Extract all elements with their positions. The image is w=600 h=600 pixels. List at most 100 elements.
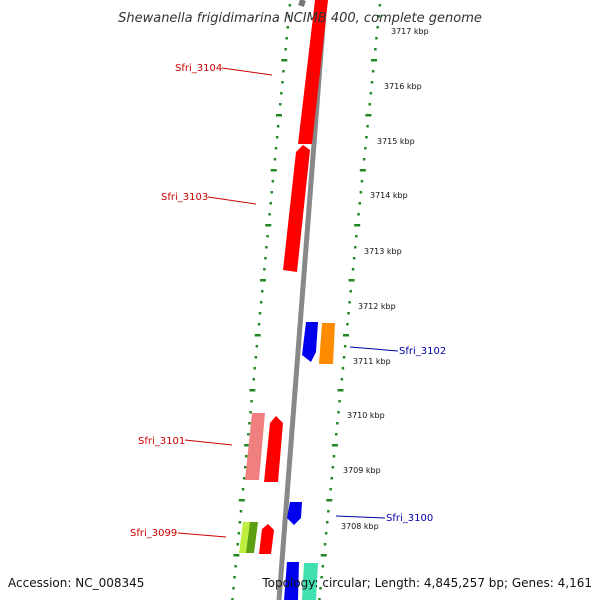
gene-label-sfri-3104[interactable]: Sfri_3104 bbox=[175, 63, 222, 74]
tick-mark bbox=[286, 26, 289, 29]
tick-mark bbox=[343, 334, 349, 337]
tick-mark bbox=[258, 312, 262, 315]
gene-sfri-3099[interactable] bbox=[259, 524, 274, 554]
gene-bottom-blue[interactable] bbox=[284, 562, 299, 600]
leader-sfri-3100 bbox=[335, 515, 386, 519]
tick-mark bbox=[276, 114, 282, 117]
leader-sfri-3104 bbox=[221, 67, 273, 76]
tick-mark bbox=[261, 290, 264, 293]
tick-mark bbox=[331, 444, 338, 447]
tick-mark bbox=[238, 521, 242, 524]
tick-mark bbox=[357, 213, 360, 216]
tick-mark bbox=[341, 367, 345, 370]
tick-mark bbox=[370, 81, 374, 84]
tick-mark bbox=[359, 191, 363, 194]
kbp-label: 3711 kbp bbox=[353, 357, 391, 366]
tick-mark bbox=[337, 411, 340, 414]
genome-backbone-top-stub bbox=[298, 0, 306, 7]
gene-sfri-3101[interactable] bbox=[264, 416, 283, 482]
tick-mark bbox=[346, 323, 349, 326]
tick-mark bbox=[378, 4, 382, 7]
tick-mark bbox=[347, 312, 350, 315]
tick-mark bbox=[371, 70, 375, 73]
tick-mark bbox=[279, 103, 282, 106]
kbp-scale: 3717 kbp 3716 kbp 3715 kbp 3714 kbp 3713… bbox=[341, 27, 429, 531]
tick-mark bbox=[266, 235, 269, 238]
map-title: Shewanella frigidimarina NCIMB 400, comp… bbox=[118, 11, 482, 26]
tick-mark bbox=[234, 565, 237, 568]
tick-mark bbox=[360, 180, 364, 183]
tick-mark bbox=[365, 136, 368, 139]
tick-mark bbox=[326, 499, 333, 502]
tick-mark bbox=[287, 15, 291, 18]
tick-mark bbox=[249, 389, 256, 392]
gene-bottom-teal[interactable] bbox=[302, 563, 318, 600]
tick-mark bbox=[259, 301, 263, 304]
tick-mark bbox=[257, 323, 261, 326]
tick-mark bbox=[318, 598, 321, 600]
tick-mark bbox=[249, 411, 252, 414]
gene-sfri-3104[interactable] bbox=[298, 0, 328, 144]
tick-mark bbox=[284, 48, 287, 51]
tick-mark bbox=[348, 279, 355, 282]
tick-mark bbox=[252, 378, 255, 381]
tick-mark bbox=[377, 15, 380, 18]
gene-label-sfri-3100[interactable]: Sfri_3100 bbox=[386, 513, 433, 524]
kbp-label: 3708 kbp bbox=[341, 522, 379, 531]
leader-sfri-3102 bbox=[349, 346, 399, 352]
gene-sfri-3102-orange[interactable] bbox=[319, 323, 335, 364]
topology-text: Topology: circular; Length: 4,845,257 bp… bbox=[261, 576, 592, 590]
tick-mark bbox=[242, 477, 246, 480]
tick-mark bbox=[231, 598, 234, 600]
kbp-label: 3716 kbp bbox=[384, 82, 422, 91]
tick-mark bbox=[270, 169, 277, 172]
tick-mark bbox=[238, 499, 245, 502]
tick-mark bbox=[245, 455, 248, 458]
tick-mark bbox=[282, 70, 285, 73]
accession-text: Accession: NC_008345 bbox=[8, 576, 144, 590]
gene-label-sfri-3101[interactable]: Sfri_3101 bbox=[138, 436, 185, 447]
tick-mark bbox=[366, 125, 369, 128]
tick-mark bbox=[355, 235, 358, 238]
tick-mark bbox=[371, 59, 377, 62]
tick-mark bbox=[330, 477, 333, 480]
kbp-label: 3709 kbp bbox=[343, 466, 381, 475]
tick-mark bbox=[254, 356, 258, 359]
gene-label-sfri-3102[interactable]: Sfri_3102 bbox=[399, 346, 446, 357]
tick-mark bbox=[364, 147, 367, 150]
tick-mark bbox=[376, 26, 379, 29]
tick-mark bbox=[268, 213, 271, 216]
tick-mark bbox=[276, 125, 280, 128]
tick-mark bbox=[332, 455, 336, 458]
tick-mark bbox=[324, 532, 328, 535]
tick-mark bbox=[285, 37, 288, 40]
tick-mark bbox=[369, 92, 373, 95]
leader-sfri-3101 bbox=[184, 439, 233, 446]
tick-mark bbox=[374, 48, 377, 51]
tick-mark bbox=[329, 488, 332, 491]
gene-sfri-3102-blue[interactable] bbox=[302, 322, 318, 362]
tick-mark bbox=[254, 334, 261, 337]
gene-label-sfri-3099[interactable]: Sfri_3099 bbox=[130, 528, 177, 539]
tick-mark bbox=[354, 246, 357, 249]
gene-sfri-3103[interactable] bbox=[283, 145, 310, 272]
tick-mark bbox=[326, 521, 329, 524]
tick-mark bbox=[354, 224, 361, 227]
tick-mark bbox=[362, 158, 366, 161]
tick-mark bbox=[265, 224, 272, 227]
tick-mark bbox=[232, 587, 235, 590]
tick-mark bbox=[338, 400, 341, 403]
tick-mark bbox=[274, 147, 278, 150]
tick-mark bbox=[368, 103, 371, 106]
gene-sfri-3100[interactable] bbox=[287, 502, 302, 525]
tick-mark bbox=[281, 59, 288, 62]
kbp-label: 3715 kbp bbox=[377, 137, 415, 146]
gene-sfri-3099-green[interactable] bbox=[239, 522, 258, 553]
tick-mark bbox=[336, 422, 339, 425]
tick-mark bbox=[327, 510, 330, 513]
kbp-label: 3714 kbp bbox=[370, 191, 408, 200]
gene-label-sfri-3103[interactable]: Sfri_3103 bbox=[161, 192, 208, 203]
gene-sfri-3101-light[interactable] bbox=[245, 413, 265, 480]
left-tick-track bbox=[231, 4, 292, 600]
